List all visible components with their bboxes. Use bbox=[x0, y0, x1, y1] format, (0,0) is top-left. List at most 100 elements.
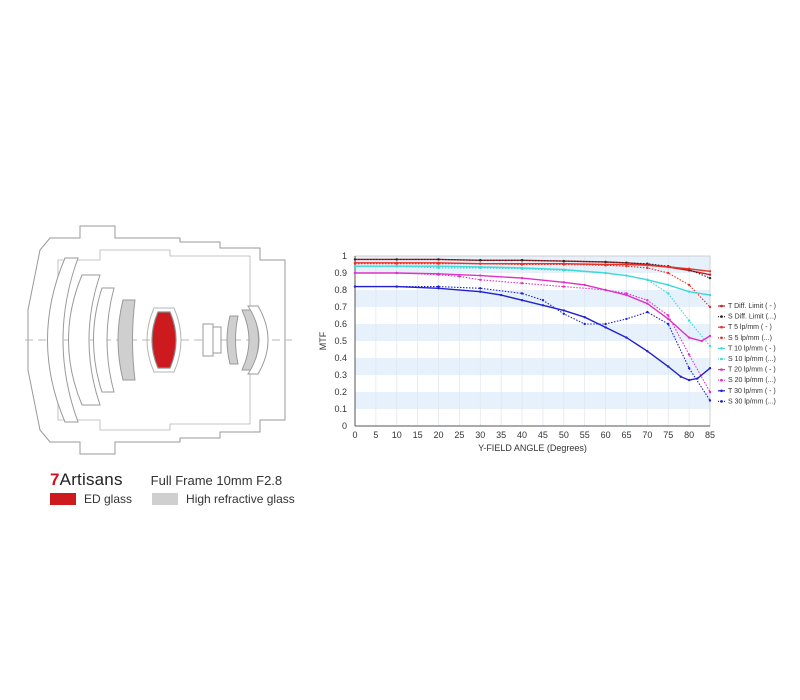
data-point bbox=[520, 292, 524, 295]
data-point bbox=[395, 258, 398, 261]
y-tick-label: 0 bbox=[342, 421, 347, 431]
data-point bbox=[604, 260, 607, 264]
series-line bbox=[355, 262, 711, 272]
data-point bbox=[604, 322, 607, 326]
legend-label: S 5 lp/mm (...) bbox=[728, 335, 772, 342]
data-point bbox=[625, 317, 628, 321]
data-point bbox=[437, 287, 440, 290]
high-refractive-label: High refractive glass bbox=[186, 492, 295, 506]
data-point bbox=[395, 285, 398, 288]
x-tick-label: 25 bbox=[454, 430, 464, 440]
x-tick-label: 55 bbox=[580, 430, 590, 440]
x-tick-label: 5 bbox=[373, 430, 378, 440]
data-point bbox=[604, 326, 607, 329]
x-tick-label: 45 bbox=[538, 430, 548, 440]
legend-marker-dot bbox=[720, 315, 723, 318]
brand-logo: 7Artisans bbox=[50, 470, 123, 490]
data-point bbox=[625, 265, 628, 268]
data-point bbox=[708, 293, 712, 297]
data-point bbox=[353, 265, 357, 268]
rear-element bbox=[247, 305, 269, 375]
data-point bbox=[562, 312, 566, 315]
legend-label: T 30 lp/mm ( - ) bbox=[728, 388, 776, 395]
glass-legend: ED glass High refractive glass bbox=[50, 492, 315, 506]
lens-barrel-outline bbox=[27, 225, 286, 455]
data-point bbox=[541, 304, 545, 307]
data-point bbox=[708, 399, 712, 402]
legend-marker-dot bbox=[720, 378, 723, 382]
data-point bbox=[520, 282, 524, 285]
data-point bbox=[687, 283, 691, 287]
data-point bbox=[679, 375, 682, 378]
data-point bbox=[667, 365, 670, 368]
data-point bbox=[708, 276, 712, 280]
data-point bbox=[479, 278, 482, 281]
y-tick-label: 0.7 bbox=[334, 302, 347, 312]
data-point bbox=[437, 262, 440, 265]
x-tick-label: 10 bbox=[392, 430, 402, 440]
data-point bbox=[562, 263, 566, 266]
data-point bbox=[437, 285, 440, 288]
high-refractive-swatch bbox=[152, 493, 179, 505]
data-point bbox=[583, 316, 586, 319]
data-point bbox=[625, 292, 628, 295]
y-tick-label: 0.4 bbox=[334, 353, 347, 363]
x-tick-label: 35 bbox=[496, 430, 506, 440]
x-tick-label: 70 bbox=[642, 430, 652, 440]
data-point bbox=[604, 288, 607, 292]
ed-glass-element bbox=[151, 311, 177, 369]
x-tick-label: 40 bbox=[517, 430, 527, 440]
grid-band bbox=[355, 358, 710, 375]
data-point bbox=[353, 258, 357, 261]
series-line bbox=[355, 286, 711, 401]
data-point bbox=[687, 290, 691, 293]
data-point bbox=[625, 336, 628, 339]
data-point bbox=[479, 262, 482, 265]
legend-marker-dot bbox=[720, 347, 723, 350]
data-point bbox=[646, 310, 649, 314]
data-point bbox=[667, 271, 670, 275]
data-point bbox=[646, 299, 649, 302]
data-point bbox=[604, 264, 607, 267]
data-point bbox=[687, 378, 691, 382]
data-point bbox=[353, 262, 357, 265]
data-point bbox=[520, 263, 524, 266]
brand-logo-text: Artisans bbox=[59, 470, 123, 489]
series-line bbox=[355, 272, 711, 342]
legend-label: T 20 lp/mm ( - ) bbox=[728, 367, 776, 374]
data-point bbox=[395, 265, 398, 268]
data-point bbox=[708, 367, 712, 370]
data-point bbox=[562, 309, 566, 312]
data-point bbox=[708, 305, 712, 309]
data-point bbox=[520, 259, 524, 262]
data-point bbox=[625, 263, 628, 266]
data-point bbox=[562, 259, 566, 263]
x-tick-label: 60 bbox=[601, 430, 611, 440]
front-element-1 bbox=[47, 257, 79, 423]
brand-row: 7Artisans Full Frame 10mm F2.8 bbox=[50, 470, 282, 490]
grid-band bbox=[355, 392, 710, 409]
x-tick-label: 0 bbox=[352, 430, 357, 440]
lens-cross-section-diagram bbox=[25, 225, 292, 455]
data-point bbox=[395, 262, 398, 265]
data-point bbox=[395, 271, 398, 275]
grid-band bbox=[355, 290, 710, 307]
legend-label: T Diff. Limit ( - ) bbox=[728, 303, 776, 310]
ed-glass-label: ED glass bbox=[84, 492, 133, 506]
data-point bbox=[646, 262, 649, 265]
data-point bbox=[625, 293, 628, 297]
data-point bbox=[708, 334, 712, 338]
data-point bbox=[583, 283, 586, 287]
product-title: Full Frame 10mm F2.8 bbox=[150, 473, 283, 488]
x-tick-label: 85 bbox=[705, 430, 715, 440]
x-tick-label: 30 bbox=[475, 430, 485, 440]
data-point bbox=[437, 266, 440, 270]
data-point bbox=[687, 353, 691, 356]
x-tick-label: 50 bbox=[559, 430, 569, 440]
data-point bbox=[583, 322, 586, 326]
data-point bbox=[458, 275, 461, 278]
data-point bbox=[708, 344, 712, 348]
data-point bbox=[499, 293, 503, 297]
legend-label: T 10 lp/mm ( - ) bbox=[728, 345, 776, 352]
x-tick-label: 80 bbox=[684, 430, 694, 440]
